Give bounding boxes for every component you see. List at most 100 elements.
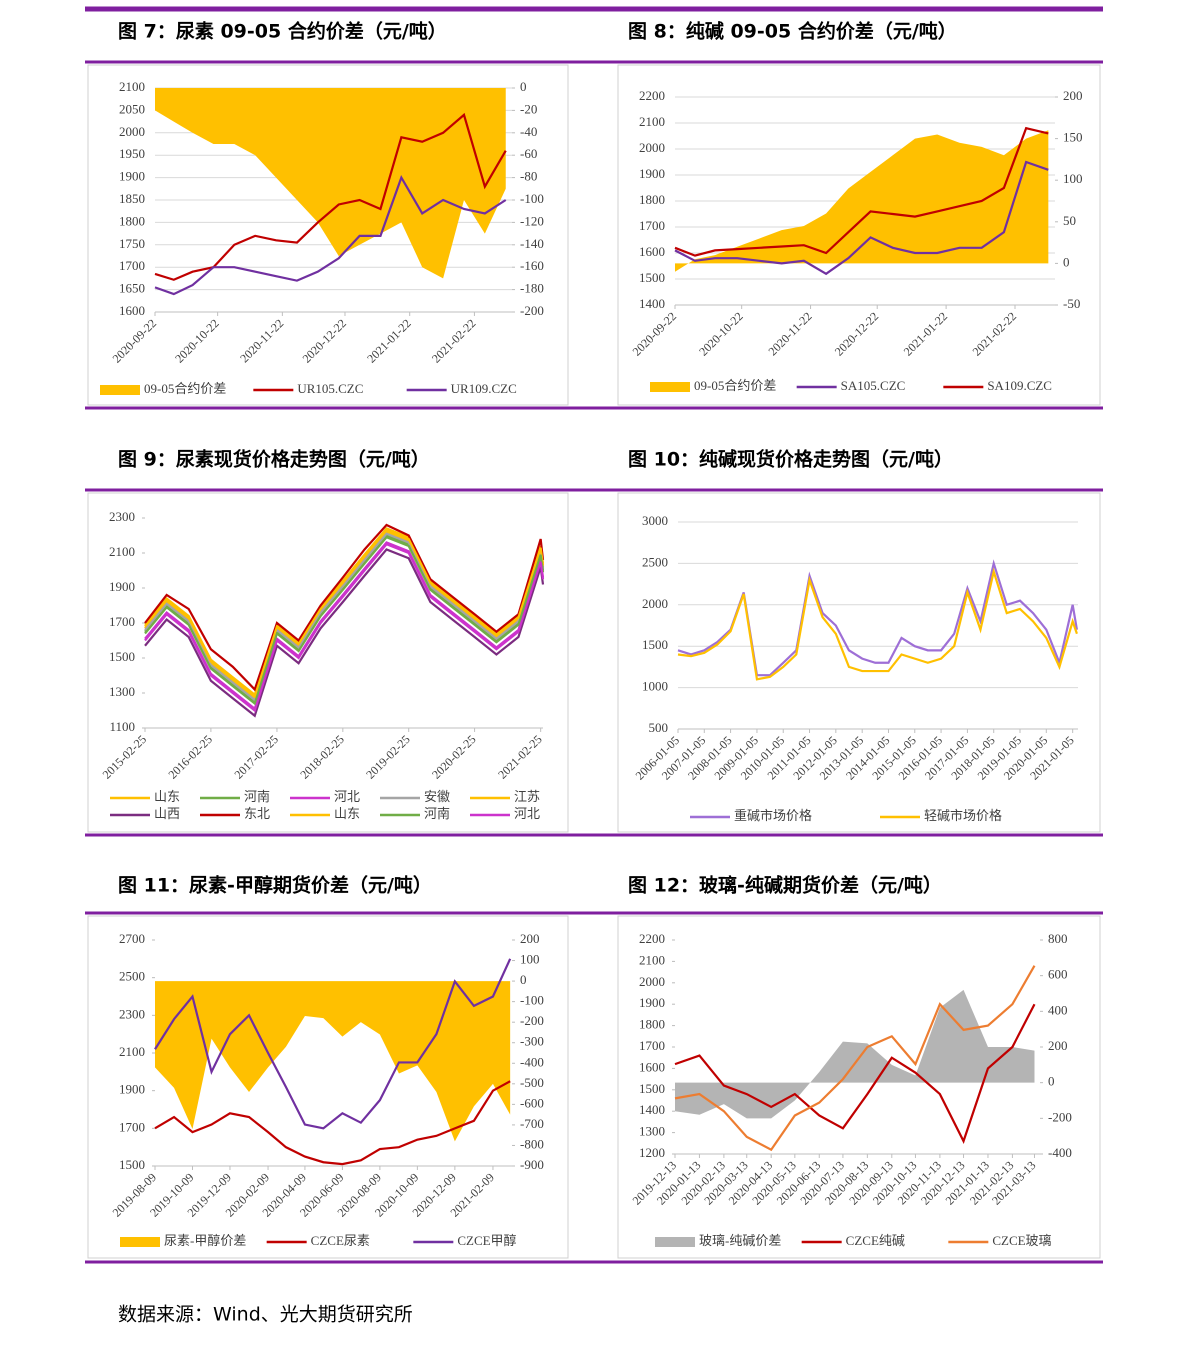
legend-label: 河南 bbox=[424, 806, 450, 821]
legend-label: 轻碱市场价格 bbox=[924, 808, 1002, 823]
x-tick-label: 2020-09-22 bbox=[110, 316, 159, 365]
y-tick-label: 2300 bbox=[119, 1006, 145, 1021]
legend-label: SA109.CZC bbox=[987, 378, 1052, 393]
legend-label: 河北 bbox=[514, 806, 540, 821]
line bbox=[674, 126, 1049, 257]
y2-tick-label: 800 bbox=[1048, 931, 1068, 946]
y2-tick-label: 200 bbox=[520, 931, 540, 946]
x-tick-label: 2021-02-25 bbox=[495, 732, 544, 781]
legend-label: 重碱市场价格 bbox=[734, 808, 812, 823]
y2-tick-label: -500 bbox=[520, 1075, 544, 1090]
y2-tick-label: -160 bbox=[520, 258, 544, 273]
y2-tick-label: -100 bbox=[520, 993, 544, 1008]
y2-tick-label: -300 bbox=[520, 1034, 544, 1049]
chart-title: 图 11：尿素-甲醇期货价差（元/吨） bbox=[118, 874, 432, 897]
y2-tick-label: 200 bbox=[1063, 88, 1083, 103]
x-tick-label: 2020-09-22 bbox=[630, 309, 679, 358]
y-tick-label: 2700 bbox=[119, 931, 145, 946]
line bbox=[144, 528, 545, 699]
y2-tick-label: 400 bbox=[1048, 1002, 1068, 1017]
y2-tick-label: -200 bbox=[520, 1013, 544, 1028]
line bbox=[144, 535, 545, 706]
y-tick-label: 1850 bbox=[119, 191, 145, 206]
chart-frame bbox=[617, 915, 1101, 1259]
line bbox=[144, 532, 545, 702]
chart-title: 图 8：纯碱 09-05 合约价差（元/吨） bbox=[628, 20, 957, 43]
y-tick-label: 2000 bbox=[639, 140, 665, 155]
y-tick-label: 2000 bbox=[642, 596, 668, 611]
legend-label: 江苏 bbox=[514, 789, 540, 804]
x-tick-label: 2019-02-25 bbox=[363, 732, 412, 781]
y-tick-label: 1900 bbox=[109, 579, 135, 594]
legend-label: CZCE纯碱 bbox=[846, 1233, 905, 1248]
y-tick-label: 1800 bbox=[119, 213, 145, 228]
line bbox=[154, 958, 512, 1130]
y2-tick-label: -120 bbox=[520, 213, 544, 228]
y2-tick-label: -600 bbox=[520, 1095, 544, 1110]
y-tick-label: 1200 bbox=[639, 1145, 665, 1160]
area bbox=[155, 88, 506, 279]
y-tick-label: 1900 bbox=[119, 169, 145, 184]
x-tick-label: 2021-01-22 bbox=[901, 309, 950, 358]
y-tick-label: 1300 bbox=[109, 684, 135, 699]
y-tick-label: 1700 bbox=[119, 1119, 145, 1134]
y2-tick-label: -200 bbox=[1048, 1109, 1072, 1124]
legend-label: UR105.CZC bbox=[297, 381, 363, 396]
legend-label: 山西 bbox=[154, 806, 180, 821]
legend-label: CZCE玻璃 bbox=[992, 1233, 1051, 1248]
y2-tick-label: -180 bbox=[520, 281, 544, 296]
chart-title: 图 7：尿素 09-05 合约价差（元/吨） bbox=[118, 20, 447, 43]
line bbox=[144, 548, 545, 718]
area bbox=[675, 989, 1035, 1119]
y2-tick-label: 100 bbox=[520, 952, 540, 967]
y2-tick-label: 0 bbox=[520, 972, 527, 987]
y-tick-label: 2000 bbox=[639, 974, 665, 989]
legend-label: UR109.CZC bbox=[451, 381, 517, 396]
y-tick-label: 1100 bbox=[109, 719, 135, 734]
y-tick-label: 1900 bbox=[639, 995, 665, 1010]
y2-tick-label: -20 bbox=[520, 101, 537, 116]
legend-label: 河南 bbox=[244, 789, 270, 804]
x-tick-label: 2020-02-25 bbox=[429, 732, 478, 781]
y-tick-label: 1500 bbox=[642, 637, 668, 652]
legend-label: 09-05合约价差 bbox=[144, 381, 226, 396]
line bbox=[677, 559, 1079, 677]
legend-label: CZCE甲醇 bbox=[457, 1233, 516, 1248]
line bbox=[677, 567, 1078, 681]
y-tick-label: 1800 bbox=[639, 1017, 665, 1032]
y-tick-label: 3000 bbox=[642, 513, 668, 528]
y-tick-label: 1300 bbox=[639, 1124, 665, 1139]
y2-tick-label: -400 bbox=[520, 1054, 544, 1069]
legend-label: SA105.CZC bbox=[841, 378, 906, 393]
y2-tick-label: -800 bbox=[520, 1136, 544, 1151]
y-tick-label: 2300 bbox=[109, 509, 135, 524]
x-tick-label: 2020-11-22 bbox=[237, 316, 286, 365]
y-tick-label: 500 bbox=[649, 720, 669, 735]
y-tick-label: 1800 bbox=[639, 192, 665, 207]
y-tick-label: 1900 bbox=[639, 166, 665, 181]
y-tick-label: 1600 bbox=[119, 303, 145, 318]
line bbox=[144, 523, 545, 692]
y-tick-label: 1700 bbox=[109, 614, 135, 629]
line bbox=[154, 112, 507, 281]
line bbox=[144, 541, 545, 711]
y-tick-label: 1700 bbox=[639, 1038, 665, 1053]
x-tick-label: 2016-02-25 bbox=[165, 732, 214, 781]
chart-title: 图 10：纯碱现货价格走势图（元/吨） bbox=[628, 448, 953, 471]
x-tick-label: 2017-02-25 bbox=[232, 732, 281, 781]
source: 数据来源：Wind、光大期货研究所 bbox=[118, 1304, 413, 1326]
y-tick-label: 2000 bbox=[119, 124, 145, 139]
y-tick-label: 2500 bbox=[119, 969, 145, 984]
y2-tick-label: -140 bbox=[520, 236, 544, 251]
legend-label: 09-05合约价差 bbox=[694, 378, 776, 393]
y-tick-label: 1400 bbox=[639, 296, 665, 311]
legend-label: 玻璃-纯碱价差 bbox=[699, 1233, 781, 1248]
y2-tick-label: -900 bbox=[520, 1157, 544, 1172]
y-tick-label: 2100 bbox=[639, 114, 665, 129]
y-tick-label: 1900 bbox=[119, 1082, 145, 1097]
chart-title: 图 9：尿素现货价格走势图（元/吨） bbox=[118, 448, 430, 471]
legend-label: CZCE尿素 bbox=[311, 1233, 370, 1248]
x-tick-label: 2021-02-22 bbox=[429, 316, 478, 365]
y-tick-label: 2100 bbox=[119, 1044, 145, 1059]
